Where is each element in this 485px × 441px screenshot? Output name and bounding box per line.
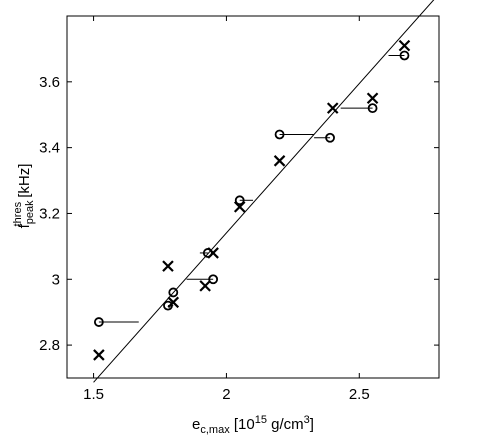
o-marker	[163, 300, 173, 311]
o-marker	[367, 103, 378, 114]
connector-lines	[98, 54, 405, 323]
x-marker	[366, 92, 379, 105]
plot-frame	[66, 15, 440, 379]
o-marker	[208, 274, 219, 285]
x-tick-label: 1.5	[83, 386, 104, 403]
tick-labels: 1.5 2 2.5 2.8 3 3.2 3.4 3.6	[39, 74, 370, 403]
x-marker	[199, 280, 211, 292]
o-marker	[168, 287, 179, 298]
x-marker	[167, 296, 180, 309]
x-axis-title: ec,max [1015 g/cm3]	[192, 414, 314, 436]
x-marker	[273, 155, 286, 167]
x-marker	[326, 102, 339, 114]
x-marker	[162, 260, 174, 272]
fit-line-group	[93, 0, 435, 383]
y-tick-label: 3	[52, 271, 60, 288]
o-marker	[202, 248, 213, 258]
o-marker	[93, 317, 104, 327]
axis-ticks	[67, 16, 439, 378]
y-tick-label: 3.4	[39, 140, 60, 157]
o-marker	[399, 50, 410, 61]
data-markers	[93, 39, 411, 361]
y-tick-label: 2.8	[39, 337, 60, 354]
y-tick-label: 3.2	[39, 205, 60, 222]
o-marker	[325, 132, 335, 143]
o-marker	[234, 195, 245, 206]
x-tick-label: 2	[222, 386, 230, 403]
o-marker	[274, 129, 285, 140]
x-tick-label: 2.5	[349, 386, 370, 403]
fit-line	[93, 0, 435, 383]
x-marker	[398, 39, 411, 52]
y-axis-title: fpeakthres [kHz]	[12, 164, 36, 229]
y-tick-label: 3.6	[39, 74, 60, 91]
x-marker	[93, 349, 105, 361]
